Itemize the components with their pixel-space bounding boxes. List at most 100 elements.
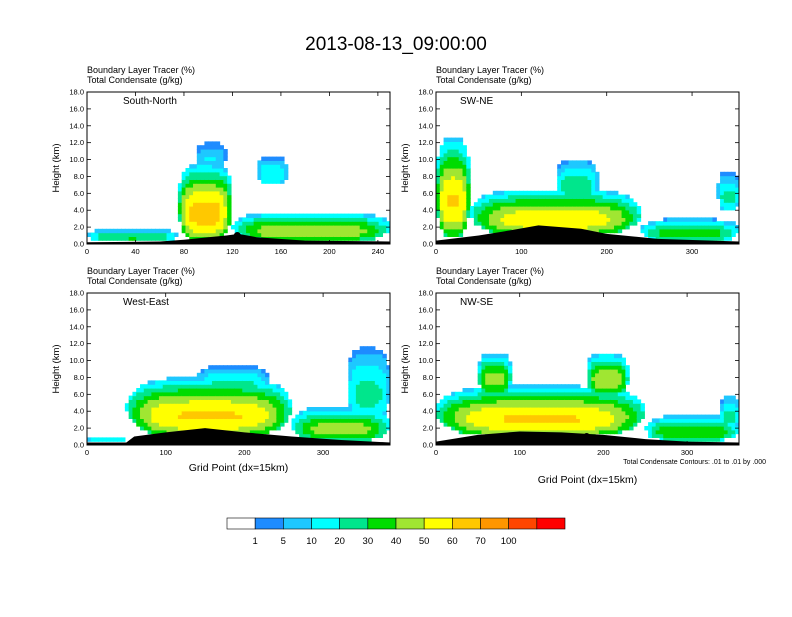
tracer-cell [268, 399, 274, 404]
tracer-cell [295, 213, 300, 218]
tracer-cell [242, 369, 247, 374]
tracer-cell [329, 433, 334, 438]
tracer-cell [583, 410, 589, 416]
tracer-cell [447, 149, 452, 154]
tracer-cell [625, 369, 630, 374]
tracer-cell [655, 232, 661, 237]
tracer-cell [193, 407, 198, 412]
tracer-cell [177, 190, 183, 196]
tracer-cell [348, 365, 353, 370]
tracer-cell [458, 429, 464, 435]
tracer-cell [629, 217, 634, 222]
tracer-cell [553, 384, 558, 389]
tracer-cell [374, 384, 380, 389]
tracer-cell [553, 194, 558, 199]
tracer-cell [678, 221, 683, 226]
tracer-cell [166, 395, 171, 400]
tracer-cell [109, 228, 115, 234]
tracer-cell [568, 194, 573, 199]
tracer-cell [185, 391, 190, 397]
tracer-cell [215, 160, 221, 165]
tracer-cell [511, 407, 517, 412]
tracer-cell [371, 221, 376, 226]
y-tick-label: 6.0 [423, 390, 433, 399]
x-tick-label: 240 [372, 247, 385, 256]
tracer-cell [614, 365, 619, 370]
tracer-cell [606, 418, 611, 423]
tracer-cell [211, 213, 217, 218]
tracer-cell [249, 388, 255, 393]
colorbar-label: 40 [391, 536, 402, 547]
tracer-cell [283, 407, 289, 412]
tracer-cell [219, 213, 224, 218]
tracer-cell [268, 171, 274, 177]
tracer-cell [519, 422, 524, 427]
tracer-cell [451, 175, 456, 180]
colorbar-box [480, 517, 509, 530]
tracer-cell [306, 422, 312, 427]
tracer-cell [246, 391, 251, 397]
tracer-cell [352, 414, 357, 419]
tracer-cell [223, 217, 228, 222]
tracer-cell [348, 232, 353, 237]
tracer-cell [526, 221, 532, 226]
tracer-cell [701, 437, 706, 442]
tracer-cell [670, 433, 676, 438]
tracer-cell [223, 149, 228, 154]
tracer-cell [193, 384, 198, 389]
tracer-cell [219, 426, 224, 431]
tracer-cell [340, 228, 346, 234]
tracer-cell [447, 206, 452, 211]
tracer-cell [477, 372, 483, 378]
tracer-cell [257, 175, 262, 180]
tracer-cell [136, 228, 141, 234]
tracer-cell [674, 228, 679, 234]
tracer-cell [318, 228, 323, 234]
tracer-cell [177, 410, 183, 416]
tracer-cell [253, 418, 259, 423]
tracer-cell [462, 429, 467, 435]
tracer-cell [598, 391, 604, 397]
tracer-cell [587, 426, 592, 431]
tracer-cell [151, 422, 156, 427]
tracer-cell [196, 228, 202, 234]
tracer-cell [170, 388, 175, 393]
tracer-cell [219, 399, 224, 404]
tracer-cell [723, 399, 729, 404]
tracer-cell [193, 403, 198, 408]
tracer-cell [489, 365, 494, 370]
plot-frame [435, 292, 740, 446]
tracer-cell [283, 395, 289, 400]
tracer-cell [572, 221, 577, 226]
tracer-cell [333, 228, 338, 234]
tracer-cell [667, 429, 672, 435]
tracer-cell [280, 217, 285, 222]
tracer-cell [697, 418, 702, 423]
tracer-cell [587, 388, 592, 393]
tracer-cell [151, 395, 156, 400]
tracer-cell [477, 407, 483, 412]
tracer-cell [436, 187, 441, 192]
tracer-cell [663, 429, 668, 435]
tracer-cell [359, 429, 365, 435]
tracer-cell [466, 403, 471, 408]
tracer-cell [598, 372, 604, 378]
tracer-cell [663, 228, 668, 234]
tracer-cell [492, 194, 498, 199]
tracer-cell [230, 395, 236, 400]
tracer-cell [268, 414, 274, 419]
tracer-cell [621, 365, 626, 370]
tracer-cell [363, 365, 368, 370]
tracer-cell [576, 190, 581, 196]
tracer-cell [485, 365, 490, 370]
tracer-cell [492, 422, 498, 427]
tracer-cell [477, 410, 483, 416]
tracer-cell [507, 213, 513, 218]
tracer-cell [374, 410, 380, 416]
tracer-cell [113, 236, 118, 241]
tracer-cell [507, 399, 513, 404]
tracer-cell [716, 422, 721, 427]
tracer-cell [223, 365, 228, 370]
tracer-cell [227, 388, 232, 393]
tracer-cell [591, 361, 596, 366]
